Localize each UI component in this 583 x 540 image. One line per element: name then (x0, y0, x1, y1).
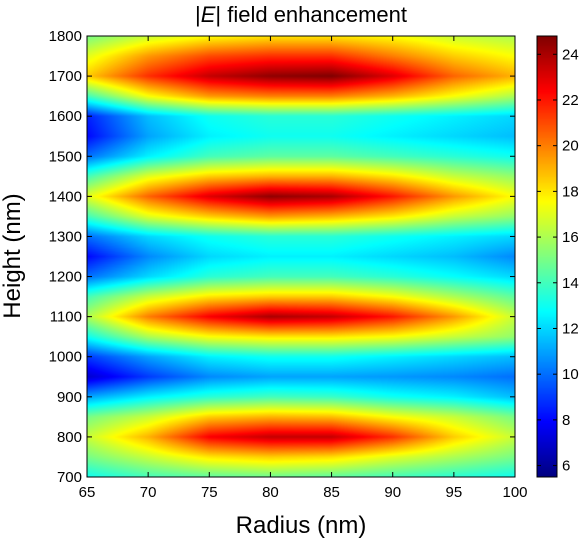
y-tick-label: 1300 (49, 228, 82, 245)
x-tick-label: 85 (323, 484, 340, 501)
x-axis-ticks: 65 70 75 80 85 90 95 100 (79, 36, 528, 501)
colorbar-tick-label: 12 (562, 320, 579, 337)
y-tick-label: 1500 (49, 148, 82, 165)
colorbar-tick-label: 14 (562, 275, 579, 292)
colorbar-tick-label: 18 (562, 183, 579, 200)
colorbar-tick-label: 20 (562, 138, 579, 155)
colorbar-ticks: 6 8 10 12 14 16 18 20 22 24 (537, 46, 579, 475)
x-axis-label: Radius (nm) (236, 512, 367, 539)
y-tick-label: 1700 (49, 68, 82, 85)
colorbar-frame (536, 35, 558, 478)
y-axis-ticks: 700 800 900 1000 1100 1200 1300 1400 1500 1600 170… (49, 28, 515, 486)
x-tick-label: 65 (79, 484, 96, 501)
y-tick-label: 900 (57, 389, 82, 406)
x-tick-label: 95 (446, 484, 463, 501)
colorbar-tick-label: 6 (562, 458, 570, 475)
y-tick-label: 1200 (49, 269, 82, 286)
y-tick-label: 1600 (49, 108, 82, 125)
y-axis-label: Height (nm) (0, 193, 26, 318)
colorbar-tick-label: 16 (562, 229, 579, 246)
x-tick-label: 70 (140, 484, 157, 501)
x-tick-label: 90 (384, 484, 401, 501)
colorbar-tick-label: 10 (562, 366, 579, 383)
colorbar-tick-label: 8 (562, 412, 570, 429)
y-tick-label: 800 (57, 429, 82, 446)
x-tick-label: 75 (201, 484, 218, 501)
plot-frame (86, 35, 516, 478)
x-tick-label: 100 (502, 484, 527, 501)
x-tick-label: 80 (262, 484, 279, 501)
colorbar-tick-label: 22 (562, 92, 579, 109)
colorbar-gradient (537, 36, 557, 477)
colorbar-tick-label: 24 (562, 46, 579, 63)
heatmap-plot-area (87, 36, 515, 477)
chart-title: |E| field enhancement (195, 2, 407, 27)
y-tick-label: 1400 (49, 188, 82, 205)
y-tick-label: 1800 (49, 28, 82, 45)
y-tick-label: 700 (57, 469, 82, 486)
y-tick-label: 1000 (49, 349, 82, 366)
y-tick-label: 1100 (50, 309, 82, 326)
